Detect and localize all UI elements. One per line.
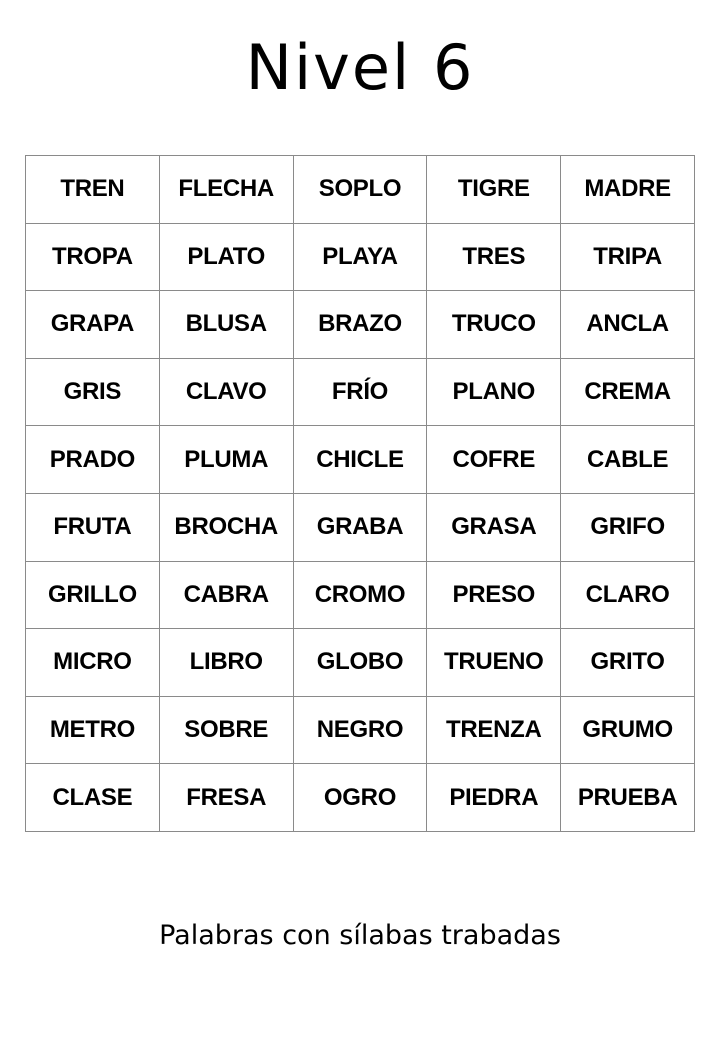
word-cell: PLANO	[426, 357, 562, 427]
word-cell: FRESA	[158, 763, 294, 832]
table-row: CLASE FRESA OGRO PIEDRA PRUEBA	[25, 763, 695, 832]
word-cell: CREMA	[560, 357, 695, 427]
word-cell: GRIFO	[560, 492, 695, 562]
word-cell: OGRO	[292, 763, 428, 832]
word-cell: BLUSA	[158, 290, 294, 359]
word-cell: PLUMA	[158, 425, 294, 494]
word-cell: TRUCO	[426, 290, 562, 359]
word-cell: TRES	[426, 222, 562, 292]
table-row: FRUTA BROCHA GRABA GRASA GRIFO	[25, 492, 695, 562]
word-cell: GRABA	[292, 492, 428, 562]
word-cell: CABRA	[158, 560, 294, 630]
word-cell: CABLE	[560, 425, 695, 494]
word-cell: SOPLO	[292, 155, 428, 224]
word-grid-body: TREN FLECHA SOPLO TIGRE MADRE TROPA PLATO PLAYA…	[25, 155, 695, 832]
table-row: TROPA PLATO PLAYA TRES TRIPA	[25, 222, 695, 292]
word-cell: PLATO	[158, 222, 294, 292]
word-cell: METRO	[25, 695, 160, 765]
word-cell: GRILLO	[25, 560, 160, 630]
table-row: GRIS CLAVO FRÍO PLANO CREMA	[25, 357, 695, 427]
word-cell: MICRO	[25, 628, 160, 697]
word-cell: NEGRO	[292, 695, 428, 765]
page-subtitle: Palabras con sílabas trabadas	[159, 920, 561, 951]
word-cell: TIGRE	[426, 155, 562, 224]
word-cell: PRESO	[426, 560, 562, 630]
word-cell: FRÍO	[292, 357, 428, 427]
word-cell: CHICLE	[292, 425, 428, 494]
word-cell: TRUENO	[426, 628, 562, 697]
word-cell: GRIS	[25, 357, 160, 427]
word-cell: BROCHA	[158, 492, 294, 562]
table-row: MICRO LIBRO GLOBO TRUENO GRITO	[25, 628, 695, 697]
word-cell: COFRE	[426, 425, 562, 494]
word-cell: ANCLA	[560, 290, 695, 359]
word-cell: GRITO	[560, 628, 695, 697]
word-cell: GRUMO	[560, 695, 695, 765]
word-cell: CLARO	[560, 560, 695, 630]
table-row: TREN FLECHA SOPLO TIGRE MADRE	[25, 155, 695, 224]
word-cell: CROMO	[292, 560, 428, 630]
word-cell: FLECHA	[158, 155, 294, 224]
table-row: METRO SOBRE NEGRO TRENZA GRUMO	[25, 695, 695, 765]
word-cell: LIBRO	[158, 628, 294, 697]
table-row: PRADO PLUMA CHICLE COFRE CABLE	[25, 425, 695, 494]
page-title: Nivel 6	[245, 31, 475, 104]
word-cell: TROPA	[25, 222, 160, 292]
word-cell: GRAPA	[25, 290, 160, 359]
word-cell: PRUEBA	[560, 763, 695, 832]
word-cell: MADRE	[560, 155, 695, 224]
word-cell: PIEDRA	[426, 763, 562, 832]
word-cell: FRUTA	[25, 492, 160, 562]
table-row: GRILLO CABRA CROMO PRESO CLARO	[25, 560, 695, 630]
word-cell: PLAYA	[292, 222, 428, 292]
word-cell: TREN	[25, 155, 160, 224]
word-cell: PRADO	[25, 425, 160, 494]
word-cell: GRASA	[426, 492, 562, 562]
word-cell: CLAVO	[158, 357, 294, 427]
word-cell: TRENZA	[426, 695, 562, 765]
word-cell: TRIPA	[560, 222, 695, 292]
table-row: GRAPA BLUSA BRAZO TRUCO ANCLA	[25, 290, 695, 359]
word-cell: BRAZO	[292, 290, 428, 359]
word-cell: CLASE	[25, 763, 160, 832]
word-grid: TREN FLECHA SOPLO TIGRE MADRE TROPA PLATO PLAYA…	[25, 155, 695, 832]
word-cell: GLOBO	[292, 628, 428, 697]
word-cell: SOBRE	[158, 695, 294, 765]
